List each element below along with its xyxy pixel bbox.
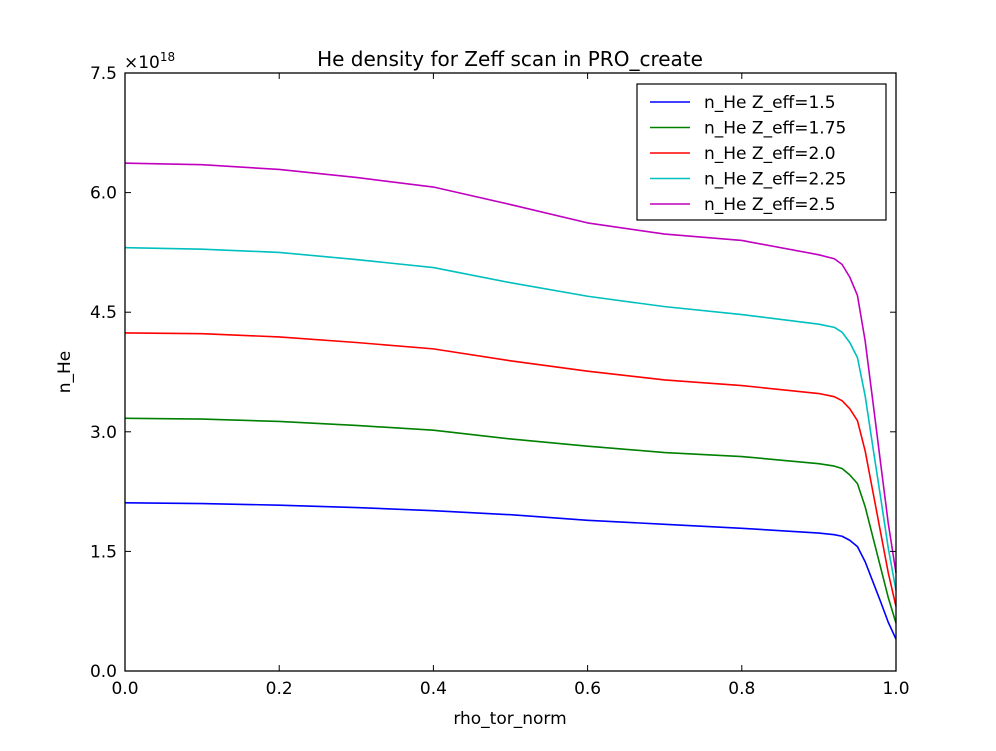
y-tick-label: 6.0 — [90, 184, 117, 204]
x-tick-label: 0.0 — [111, 679, 138, 699]
chart-title: He density for Zeff scan in PRO_create — [317, 47, 703, 71]
y-tick-label: 1.5 — [90, 542, 117, 562]
legend: n_He Z_eff=1.5 n_He Z_eff=1.75 n_He Z_eff=… — [636, 83, 887, 221]
x-tick-label: 0.2 — [266, 679, 293, 699]
y-tick-label: 4.5 — [90, 303, 117, 323]
series-line-4 — [124, 162, 897, 574]
x-tick-label: 0.8 — [728, 679, 755, 699]
legend-label-3: n_He Z_eff=2.25 — [704, 170, 846, 190]
legend-label-2: n_He Z_eff=2.0 — [704, 144, 836, 164]
y-tick-label: 0.0 — [90, 662, 117, 682]
series-line-2 — [124, 332, 897, 607]
y-tick-label: 3.0 — [90, 423, 117, 443]
y-multiplier: ×1018 — [124, 50, 175, 73]
legend-label-4: n_He Z_eff=2.5 — [704, 195, 836, 215]
x-tick-label: 1.0 — [882, 679, 909, 699]
x-tick-label: 0.6 — [574, 679, 601, 699]
y-axis-label: n_He — [55, 351, 75, 394]
series-line-3 — [124, 246, 897, 591]
legend-label-1: n_He Z_eff=1.75 — [704, 119, 846, 139]
series-line-1 — [124, 417, 897, 624]
x-tick-label: 0.4 — [420, 679, 447, 699]
series-line-0 — [124, 501, 897, 640]
x-axis-label: rho_tor_norm — [453, 709, 566, 729]
legend-label-0: n_He Z_eff=1.5 — [704, 93, 836, 113]
plot-frame — [124, 72, 897, 672]
legend-box — [636, 83, 887, 221]
y-tick-label: 7.5 — [90, 64, 117, 84]
